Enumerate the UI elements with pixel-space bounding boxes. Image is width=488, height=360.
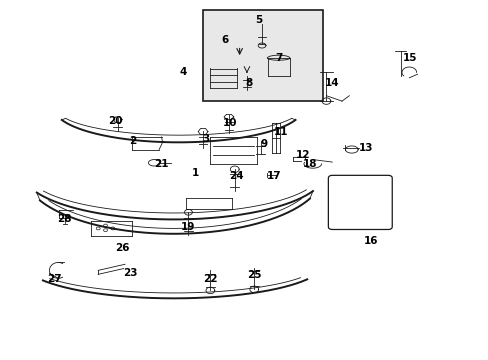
- Text: 10: 10: [222, 118, 237, 128]
- Text: 7: 7: [274, 53, 282, 63]
- Text: 15: 15: [402, 53, 417, 63]
- Text: 16: 16: [363, 236, 378, 246]
- Text: 11: 11: [273, 127, 288, 136]
- Text: 20: 20: [108, 116, 122, 126]
- Text: 17: 17: [266, 171, 281, 181]
- Text: 4: 4: [180, 67, 187, 77]
- Text: 21: 21: [154, 159, 168, 169]
- Bar: [203, 10, 322, 101]
- Text: 24: 24: [228, 171, 243, 181]
- Text: 9: 9: [260, 139, 267, 149]
- Text: 22: 22: [203, 274, 217, 284]
- Text: 18: 18: [303, 159, 317, 169]
- Text: 5: 5: [255, 15, 262, 26]
- Text: 25: 25: [246, 270, 261, 280]
- Text: 26: 26: [115, 243, 130, 253]
- Text: 28: 28: [57, 215, 71, 224]
- Text: 12: 12: [295, 150, 309, 160]
- FancyBboxPatch shape: [328, 175, 391, 229]
- Text: 19: 19: [181, 222, 195, 231]
- Text: 8: 8: [245, 78, 252, 88]
- Text: 13: 13: [358, 143, 373, 153]
- Text: 6: 6: [221, 35, 228, 45]
- Text: 14: 14: [325, 78, 339, 88]
- Text: 3: 3: [202, 134, 209, 144]
- Text: 1: 1: [192, 168, 199, 178]
- Text: 27: 27: [47, 274, 61, 284]
- Text: 2: 2: [128, 136, 136, 145]
- Text: 23: 23: [122, 268, 137, 278]
